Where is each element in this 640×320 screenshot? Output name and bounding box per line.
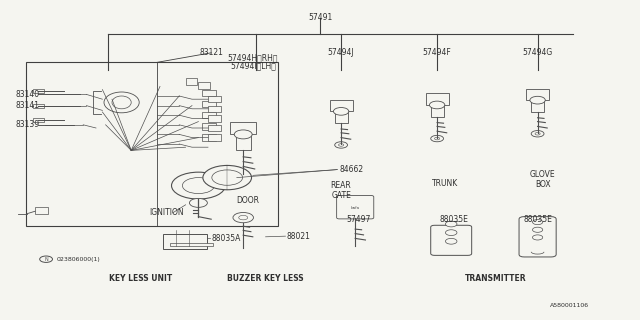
Text: 023806000(1): 023806000(1) — [56, 257, 100, 262]
Bar — [208, 134, 221, 141]
Ellipse shape — [104, 92, 140, 113]
Circle shape — [531, 131, 544, 137]
Bar — [208, 115, 221, 122]
Circle shape — [532, 220, 543, 225]
Bar — [170, 243, 213, 246]
Text: DOOR: DOOR — [236, 196, 259, 205]
Bar — [526, 89, 549, 100]
Text: 57497: 57497 — [346, 215, 371, 224]
Text: 83121: 83121 — [199, 48, 223, 57]
Circle shape — [40, 256, 52, 262]
Circle shape — [445, 221, 457, 227]
Text: IGNITION: IGNITION — [149, 208, 184, 217]
Text: 88021: 88021 — [287, 232, 310, 241]
Circle shape — [435, 137, 440, 140]
Circle shape — [339, 144, 344, 146]
Bar — [426, 93, 449, 105]
Bar — [208, 96, 221, 102]
Bar — [33, 89, 44, 93]
Text: KEY LESS UNIT: KEY LESS UNIT — [109, 274, 172, 283]
Circle shape — [445, 238, 457, 244]
Text: bafa: bafa — [351, 206, 360, 210]
Bar — [202, 101, 216, 107]
Text: TRANSMITTER: TRANSMITTER — [465, 274, 527, 283]
Text: N: N — [44, 257, 48, 262]
Text: 83141: 83141 — [16, 101, 40, 110]
Circle shape — [240, 174, 246, 178]
Bar — [186, 78, 197, 85]
Text: GLOVE
BOX: GLOVE BOX — [530, 170, 556, 189]
Bar — [208, 106, 221, 112]
Bar — [198, 82, 210, 89]
Bar — [33, 104, 44, 108]
Circle shape — [182, 178, 214, 194]
Bar — [202, 90, 216, 96]
Bar — [163, 234, 207, 249]
FancyBboxPatch shape — [431, 225, 472, 255]
Text: 57494J: 57494J — [328, 48, 355, 57]
Circle shape — [203, 165, 252, 190]
Text: 88035E: 88035E — [523, 215, 552, 224]
Text: 88035A: 88035A — [211, 234, 241, 243]
Text: 57494H〈RH〉: 57494H〈RH〉 — [228, 53, 278, 62]
Bar — [35, 207, 48, 214]
Bar — [330, 100, 353, 111]
Text: 88035E: 88035E — [440, 215, 469, 224]
Circle shape — [335, 142, 348, 148]
FancyBboxPatch shape — [519, 217, 556, 257]
Bar — [335, 111, 348, 123]
Circle shape — [234, 130, 252, 139]
Circle shape — [233, 212, 253, 223]
Text: 83139: 83139 — [16, 120, 40, 129]
Circle shape — [239, 215, 248, 220]
Bar — [208, 125, 221, 131]
Text: 57491: 57491 — [308, 13, 332, 22]
Circle shape — [172, 172, 225, 199]
Circle shape — [532, 235, 543, 240]
Bar — [531, 100, 544, 112]
Text: 57494G: 57494G — [522, 48, 553, 57]
Bar — [236, 134, 251, 150]
FancyBboxPatch shape — [337, 196, 374, 219]
Bar — [33, 118, 44, 122]
Text: 57494I〈LH〉: 57494I〈LH〉 — [230, 61, 276, 70]
Bar — [202, 112, 216, 118]
Text: 57494F: 57494F — [423, 48, 451, 57]
Circle shape — [212, 170, 243, 185]
Text: TRUNK: TRUNK — [432, 179, 459, 188]
Text: A580001106: A580001106 — [550, 303, 589, 308]
Circle shape — [333, 108, 349, 115]
Bar — [230, 122, 256, 134]
Bar — [202, 123, 216, 130]
Text: BUZZER KEY LESS: BUZZER KEY LESS — [227, 274, 304, 283]
Text: REAR
GATE: REAR GATE — [331, 181, 351, 200]
Circle shape — [530, 96, 545, 104]
Circle shape — [189, 198, 207, 207]
Text: 84662: 84662 — [339, 165, 364, 174]
Circle shape — [429, 101, 445, 109]
Circle shape — [431, 135, 444, 142]
Circle shape — [532, 227, 543, 232]
Bar — [431, 105, 444, 117]
Text: 83140: 83140 — [16, 90, 40, 99]
Bar — [26, 62, 278, 226]
Circle shape — [236, 172, 251, 180]
Ellipse shape — [112, 96, 131, 109]
Circle shape — [445, 230, 457, 236]
Bar — [202, 134, 216, 141]
Circle shape — [535, 132, 540, 135]
